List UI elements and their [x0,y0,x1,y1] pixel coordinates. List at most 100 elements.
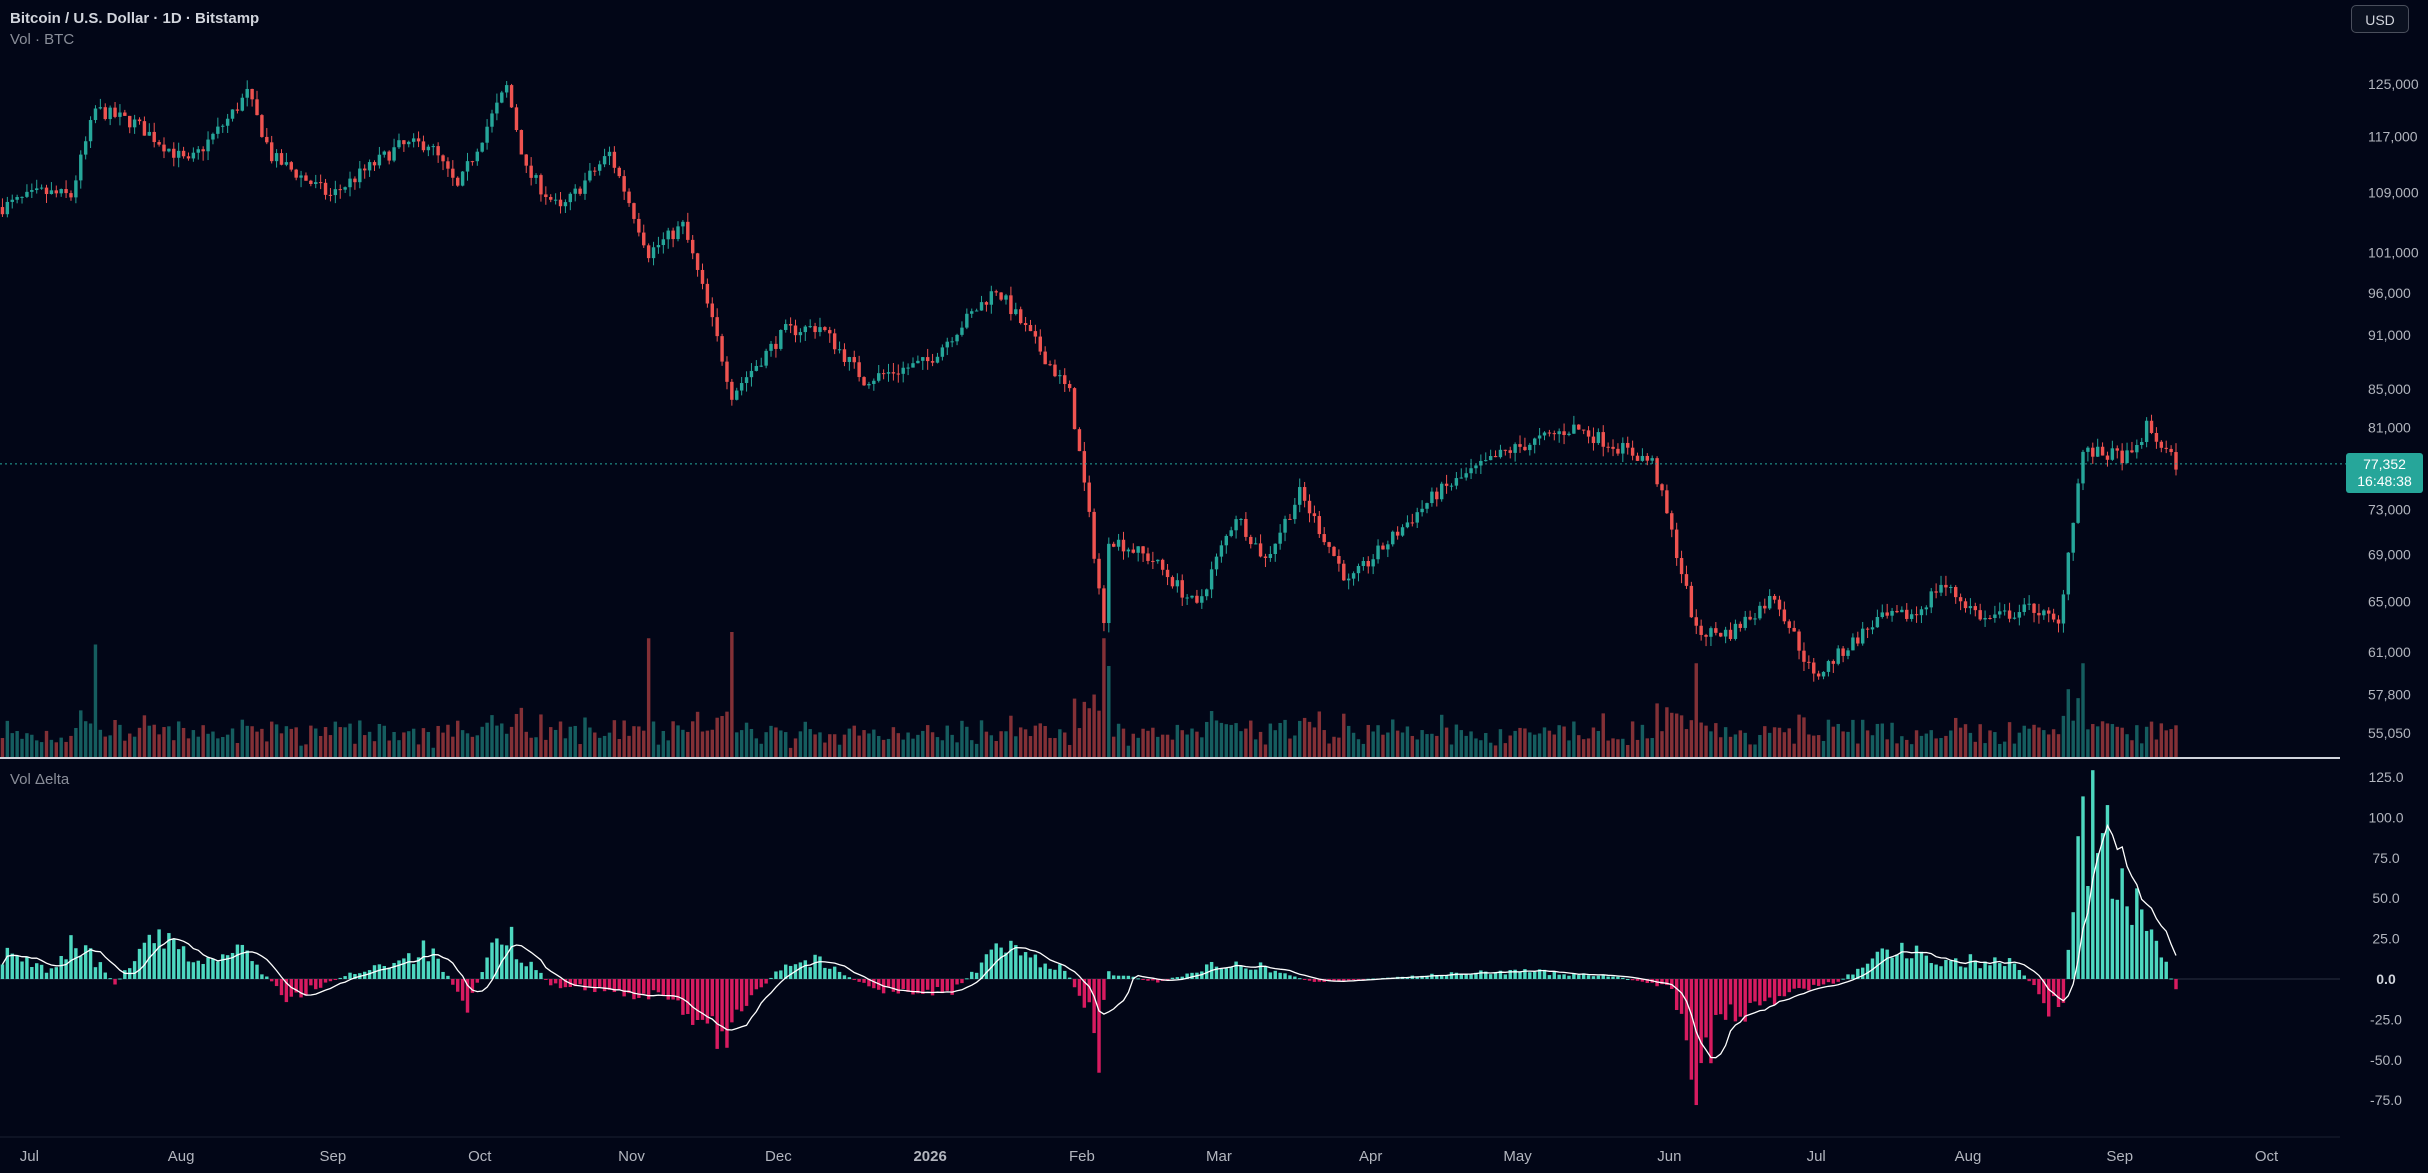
candle [2164,440,2168,454]
volume-bar [1812,735,1816,757]
candle [2135,439,2139,459]
candle [984,301,989,312]
candle [1870,620,1875,635]
volume-bar [1767,732,1772,757]
volume-bar [1611,738,1615,757]
volume-bar [2007,722,2012,757]
volume-bar [1557,725,1561,757]
volume-bar [1288,738,1292,757]
volume-bar [1626,745,1630,757]
volume-bar [1772,727,1777,757]
delta-bar [402,958,406,979]
delta-bar [132,961,137,979]
volume-bar [1415,739,1419,757]
volume-bar [1258,731,1263,757]
delta-bar [1459,974,1463,979]
delta-bar [201,963,205,979]
candle [2159,440,2164,453]
volume-bar [343,727,347,757]
delta-bar [651,979,656,991]
volume-bar [402,732,406,757]
candle [1836,645,1840,666]
volume-bar [1885,739,1889,757]
volume-bar [1072,698,1077,757]
delta-bar [867,979,871,987]
candle [1831,659,1836,673]
delta-bar [1508,970,1512,979]
volume-bar [1018,727,1023,757]
candle [1023,316,1028,332]
candle [1626,436,1630,455]
volume-bar [1156,736,1160,757]
delta-bar [1572,973,1576,979]
volume-bar [1479,740,1483,757]
delta-bar [622,979,626,997]
candle [1249,534,1253,549]
currency-button[interactable]: USD [2351,5,2409,33]
candle [798,328,803,343]
volume-bar [676,725,680,757]
candle [265,128,269,145]
delta-bar [916,979,920,994]
volume-bar [2144,726,2149,757]
time-tick-label: Apr [1359,1148,1382,1165]
candle [1572,415,1576,434]
candle [470,160,475,166]
candle [1454,471,1459,490]
delta-bar [2027,979,2031,982]
volume-bar [1787,728,1791,757]
delta-bar [1606,976,1610,979]
volume-bar [10,733,14,757]
candle [250,88,254,107]
candle [1278,524,1282,550]
candle [348,171,352,197]
delta-bar [49,968,54,979]
volume-bar [495,725,499,757]
volume-bar [1699,722,1703,757]
delta-bar [1004,952,1008,979]
volume-bar [1616,739,1620,757]
delta-bar [1048,968,1052,979]
candle [509,83,514,108]
delta-bar [69,935,73,979]
delta-bar [1787,979,1791,993]
volume-bar [1053,738,1057,757]
candle [1611,439,1615,457]
delta-bar [1043,963,1047,979]
delta-bar [950,979,954,995]
candle [5,196,10,218]
candle [735,387,739,401]
delta-bar [2061,979,2066,1003]
delta-bar [563,979,568,988]
volume-bar [823,742,827,757]
delta-bar [1635,979,1640,981]
candle [1170,575,1175,589]
volume-bar [1630,721,1635,757]
delta-bar [323,979,328,983]
candle [558,192,563,214]
candle [646,243,651,263]
volume-bar [524,731,528,757]
delta-bar [617,979,621,991]
candle [524,154,528,173]
candle [1640,448,1645,462]
delta-bar [1577,975,1581,979]
candle [504,81,509,98]
delta-bar [206,957,210,979]
candle [260,114,264,138]
volume-bar [1743,732,1747,757]
volume-bar [1043,726,1047,757]
delta-bar [2159,957,2164,979]
candle [460,171,465,187]
candle [318,174,323,190]
candle [201,146,205,161]
price-tick-label: 85,000 [2368,381,2411,397]
delta-bar [456,979,460,992]
candle [103,103,107,121]
candle [896,364,901,383]
candle [1092,508,1096,564]
delta-bar [1121,975,1126,979]
candle [1816,670,1821,680]
delta-bar [974,972,979,979]
